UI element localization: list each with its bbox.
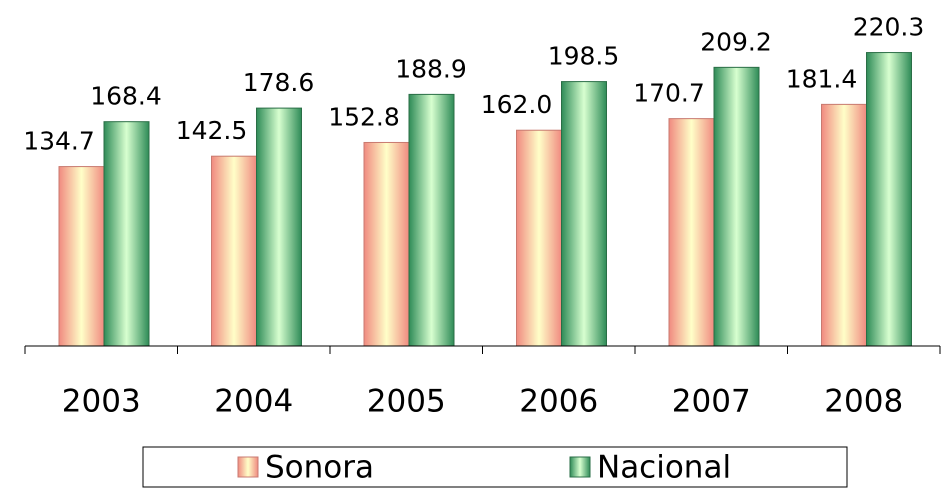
data-label: 170.7 (633, 79, 705, 108)
x-tick-label: 2004 (214, 384, 293, 420)
bar (363, 141, 410, 347)
legend-label: Sonora (265, 450, 374, 486)
x-tick-label: 2005 (367, 384, 446, 420)
x-tick-label: 2006 (519, 384, 598, 420)
bar (866, 52, 912, 347)
bar (821, 103, 867, 347)
legend-label: Nacional (597, 450, 731, 486)
x-tick-label: 2003 (62, 384, 141, 420)
data-label: 178.6 (243, 68, 315, 97)
data-label: 181.4 (786, 64, 858, 93)
bar (211, 155, 257, 347)
bar (516, 129, 562, 347)
bar (713, 66, 760, 347)
bar (58, 166, 105, 347)
data-label: 198.5 (548, 42, 620, 71)
x-tick-label: 2008 (824, 384, 903, 420)
data-label: 220.3 (853, 13, 925, 42)
data-label: 162.0 (481, 90, 553, 119)
data-label: 188.9 (395, 54, 467, 83)
legend-swatch (237, 456, 259, 478)
bar (408, 93, 455, 347)
x-tick-label: 2007 (672, 384, 751, 420)
data-label: 142.5 (176, 116, 248, 145)
bar (561, 81, 607, 347)
bar (256, 107, 302, 347)
legend-box (142, 446, 848, 488)
data-label: 152.8 (328, 102, 400, 131)
bar (103, 121, 150, 347)
legend-swatch (569, 456, 591, 478)
data-label: 209.2 (700, 27, 772, 56)
bar (668, 118, 715, 347)
data-label: 134.7 (23, 127, 95, 156)
data-label: 168.4 (90, 82, 162, 111)
